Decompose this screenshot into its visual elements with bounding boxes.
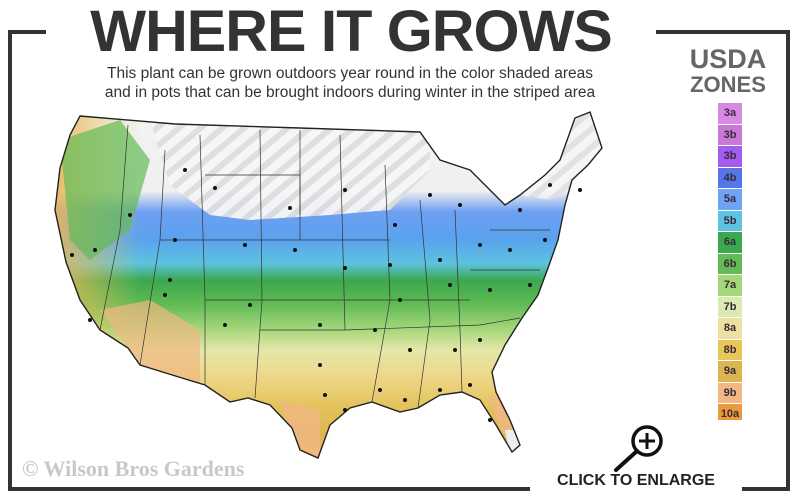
city-dot bbox=[408, 348, 412, 352]
city-dot bbox=[88, 318, 92, 322]
city-dot bbox=[293, 248, 297, 252]
frame-left bbox=[8, 30, 12, 491]
city-dot bbox=[428, 193, 432, 197]
legend-zone-8a: 8a bbox=[718, 318, 742, 339]
legend-zone-4b: 4b bbox=[718, 167, 742, 188]
city-dot bbox=[468, 383, 472, 387]
click-to-enlarge-button[interactable]: CLICK TO ENLARGE bbox=[530, 420, 742, 496]
magnifier-plus-icon bbox=[614, 425, 663, 472]
legend-zone-10a: 10a bbox=[718, 404, 742, 425]
city-dots bbox=[70, 168, 582, 422]
city-dot bbox=[323, 393, 327, 397]
city-dot bbox=[528, 283, 532, 287]
legend-zone-3b: 3b bbox=[718, 146, 742, 167]
city-dot bbox=[508, 248, 512, 252]
city-dot bbox=[318, 363, 322, 367]
city-dot bbox=[403, 398, 407, 402]
state-borders bbox=[99, 124, 550, 409]
subtitle-line: and in pots that can be brought indoors … bbox=[104, 84, 596, 101]
city-dot bbox=[578, 188, 582, 192]
frame-bottom bbox=[8, 487, 790, 491]
city-dot bbox=[478, 338, 482, 342]
city-dot bbox=[488, 418, 492, 422]
city-dot bbox=[163, 293, 167, 297]
legend-zone-3a: 3a bbox=[718, 103, 742, 124]
city-dot bbox=[488, 288, 492, 292]
legend-title: USDA ZONES bbox=[676, 46, 780, 98]
frame-top-left bbox=[8, 30, 46, 34]
city-dot bbox=[343, 188, 347, 192]
legend-zone-7b: 7b bbox=[718, 296, 742, 317]
legend-zone-3b: 3b bbox=[718, 124, 742, 145]
city-dot bbox=[223, 323, 227, 327]
city-dot bbox=[183, 168, 187, 172]
legend-zone-5a: 5a bbox=[718, 189, 742, 210]
legend-zone-9b: 9b bbox=[718, 382, 742, 403]
city-dot bbox=[288, 206, 292, 210]
city-dot bbox=[518, 208, 522, 212]
legend-title-line: ZONES bbox=[690, 72, 766, 97]
legend-zone-9a: 9a bbox=[718, 361, 742, 382]
city-dot bbox=[70, 253, 74, 257]
legend-zone-5b: 5b bbox=[718, 210, 742, 231]
city-dot bbox=[458, 203, 462, 207]
legend-zone-7a: 7a bbox=[718, 275, 742, 296]
subtitle: This plant can be grown outdoors year ro… bbox=[40, 64, 660, 102]
city-dot bbox=[453, 348, 457, 352]
legend-zone-6b: 6b bbox=[718, 253, 742, 274]
city-dot bbox=[373, 328, 377, 332]
zone-legend: 3a3b3b4b5a5b6a6b7a7b8a8b9a9b10a10b bbox=[718, 103, 742, 447]
city-dot bbox=[173, 238, 177, 242]
legend-zone-8b: 8b bbox=[718, 339, 742, 360]
city-dot bbox=[393, 223, 397, 227]
city-dot bbox=[543, 238, 547, 242]
frame-top-right bbox=[656, 30, 790, 34]
city-dot bbox=[478, 243, 482, 247]
page-title: WHERE IT GROWS bbox=[90, 0, 612, 64]
enlarge-label: CLICK TO ENLARGE bbox=[557, 472, 715, 489]
legend-title-line: USDA bbox=[689, 44, 767, 74]
city-dot bbox=[93, 248, 97, 252]
city-dot bbox=[438, 388, 442, 392]
city-dot bbox=[548, 183, 552, 187]
city-dot bbox=[343, 408, 347, 412]
legend-zone-6a: 6a bbox=[718, 232, 742, 253]
copyright-watermark: © Wilson Bros Gardens bbox=[22, 456, 245, 481]
subtitle-line: This plant can be grown outdoors year ro… bbox=[107, 65, 593, 82]
city-dot bbox=[448, 283, 452, 287]
city-dot bbox=[213, 186, 217, 190]
city-dot bbox=[388, 263, 392, 267]
city-dot bbox=[398, 298, 402, 302]
city-dot bbox=[243, 243, 247, 247]
city-dot bbox=[343, 266, 347, 270]
city-dot bbox=[168, 278, 172, 282]
city-dot bbox=[378, 388, 382, 392]
city-dot bbox=[248, 303, 252, 307]
frame-right bbox=[786, 30, 790, 491]
city-dot bbox=[318, 323, 322, 327]
city-dot bbox=[438, 258, 442, 262]
city-dot bbox=[128, 213, 132, 217]
